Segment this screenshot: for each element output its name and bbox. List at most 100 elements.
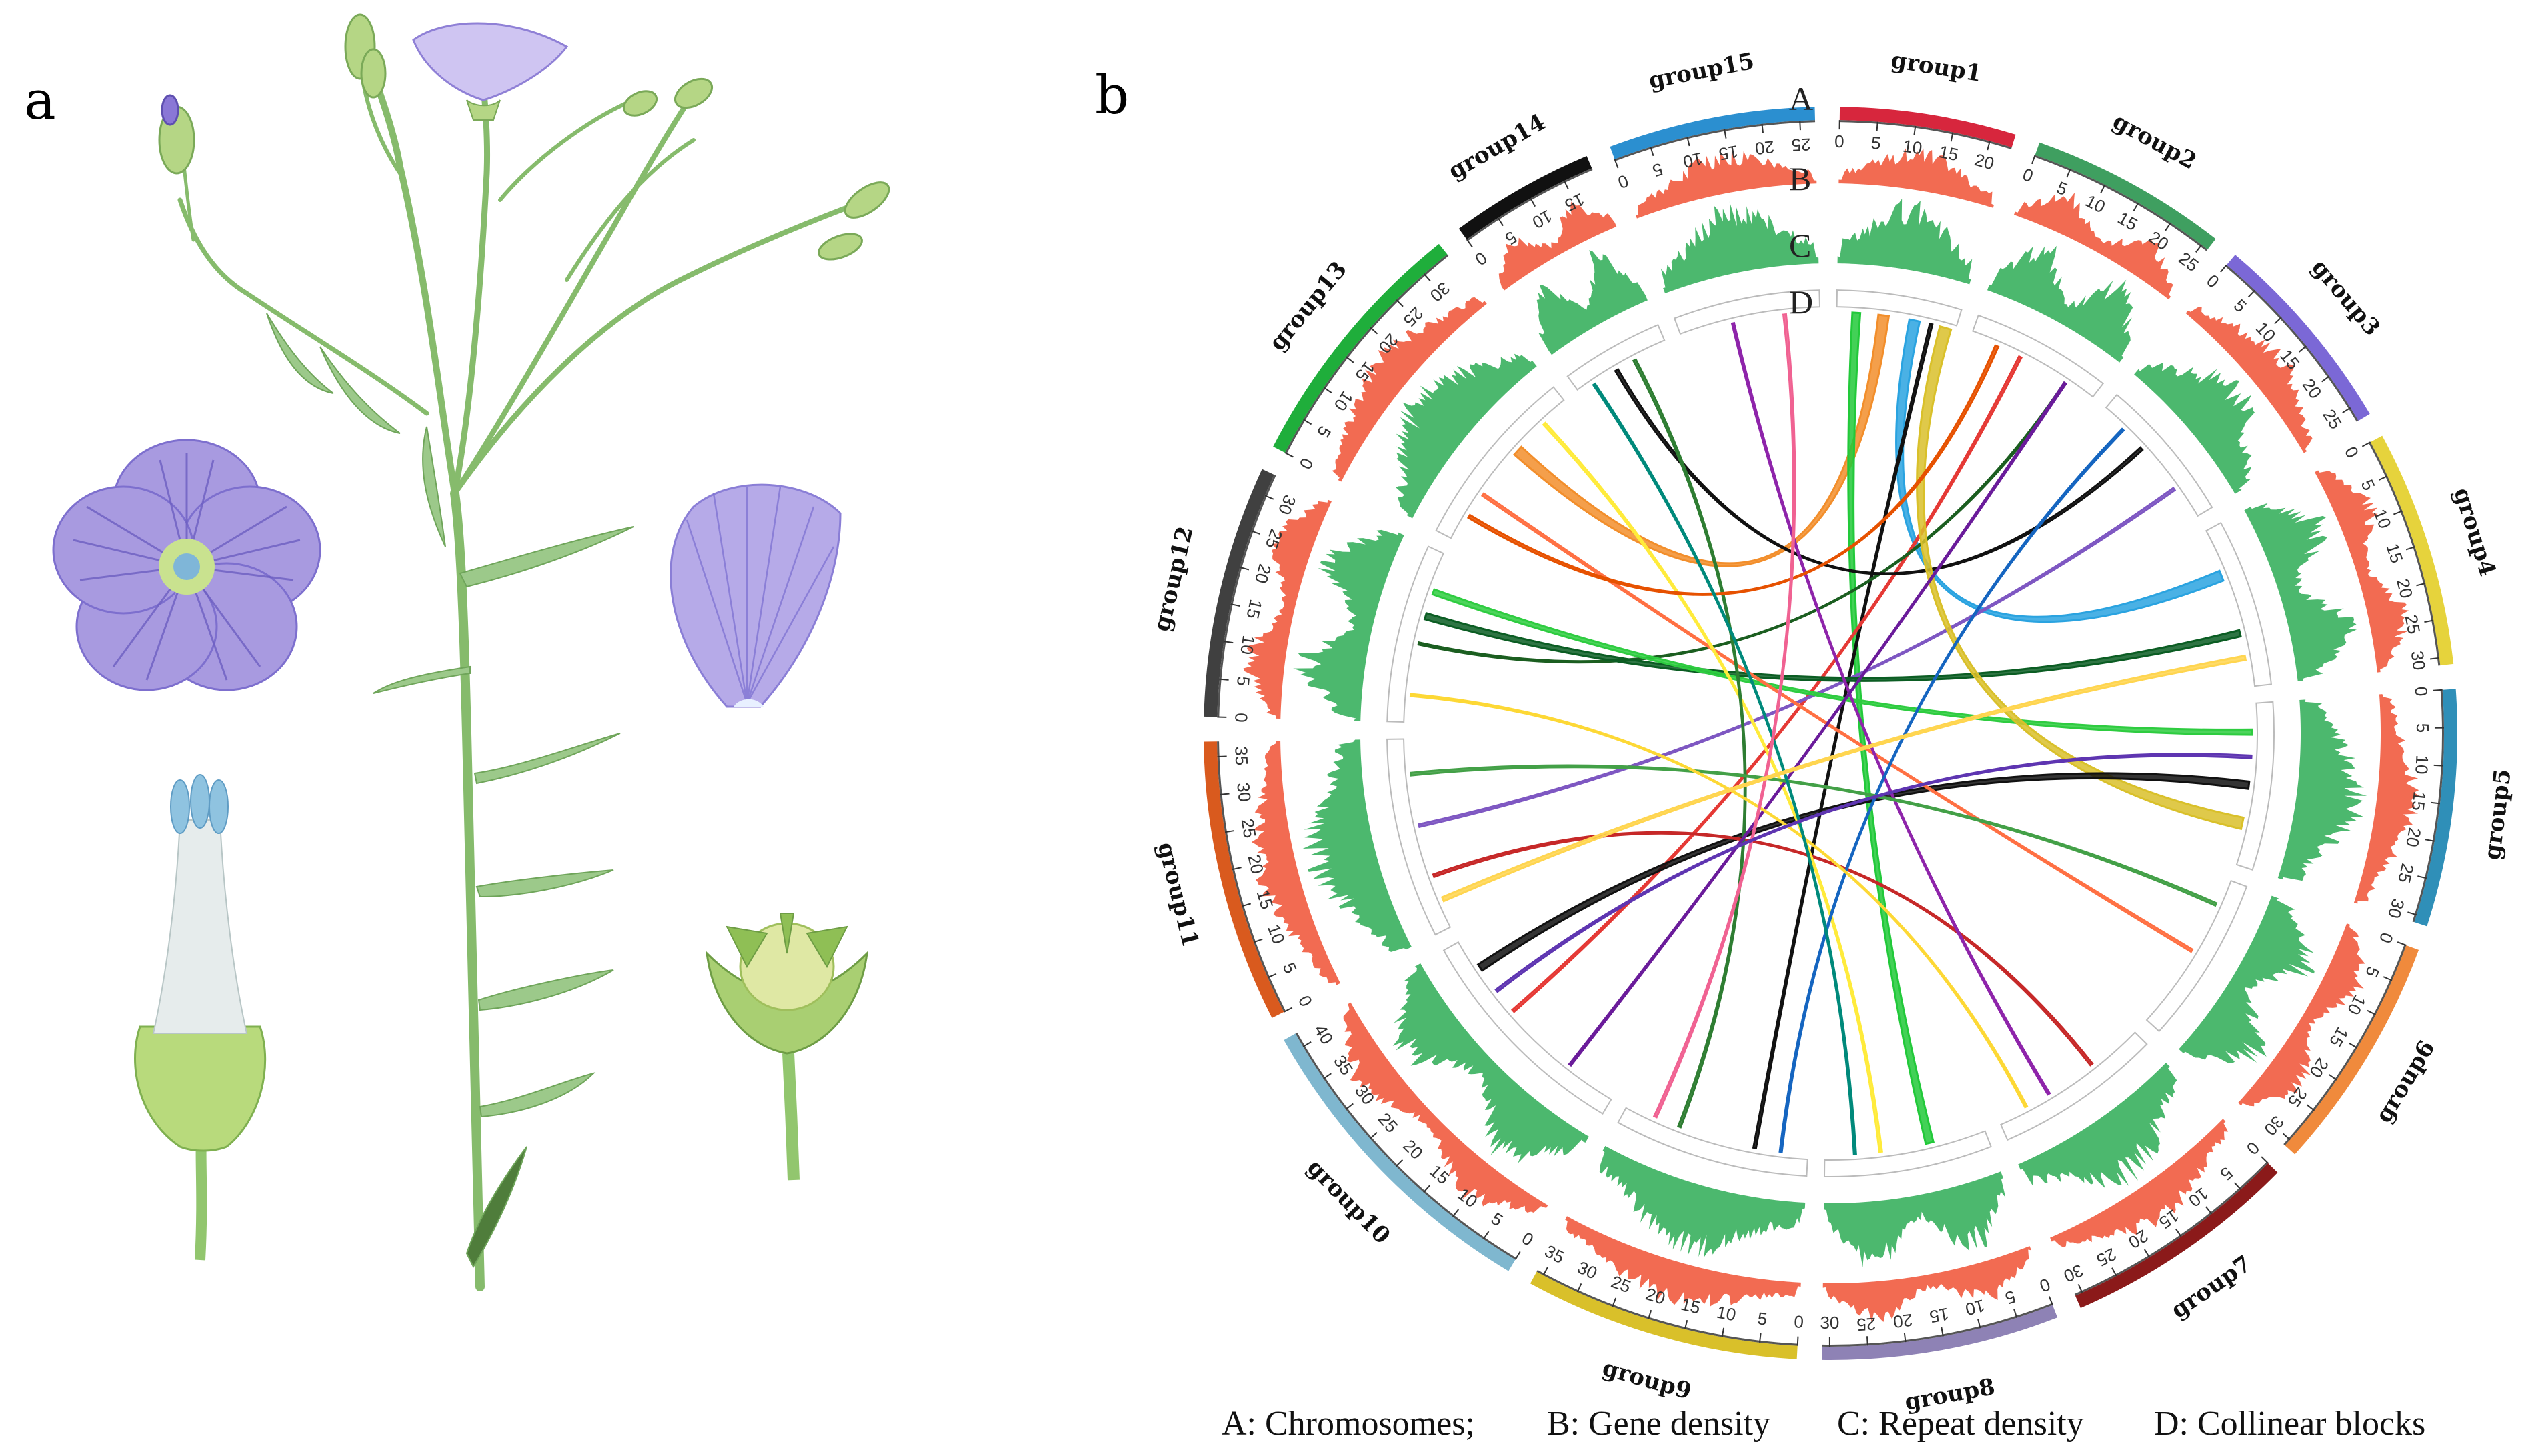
tick-mark [2031,155,2036,165]
tick-mark [2048,1296,2053,1306]
collinear-link-group1-group4 [1895,318,2225,623]
tick-label: 35 [1542,1241,1568,1267]
repeat-density-group2 [1987,245,2133,363]
repeat-density-track [1293,199,2367,1267]
panel-a-photo [52,13,890,1291]
tick-mark [2417,875,2427,879]
gene-density-group12 [1243,499,1332,719]
chromosome-label-group5: group5 [2479,767,2517,861]
collinear-link-group3-group14 [1614,368,2144,575]
collinear-block-group14 [1566,324,1666,391]
collinear-block-group4 [2205,521,2273,687]
tick-mark [1220,793,1230,795]
gene-density-group13 [1332,297,1487,482]
tick-mark [1648,1309,1652,1319]
tick-label: 20 [1399,1135,1427,1163]
tick-mark [2066,168,2071,178]
tick-mark [2383,976,2393,981]
tick-mark [2407,911,2417,916]
chromosome-label-group7: group7 [2166,1251,2256,1324]
tick-label: 0 [1834,131,1844,151]
tick-mark [2233,1182,2241,1190]
chromosome-label-group15: group15 [1646,48,1756,95]
tick-mark [2433,689,2443,691]
tick-label: 25 [2093,1244,2120,1271]
tick-label: 0 [1295,455,1317,473]
flower-top-view [52,439,321,691]
gene-density-group6 [2238,923,2365,1107]
tick-mark [1345,1103,1354,1110]
tick-label: 20 [1251,562,1276,586]
tick-label: 30 [1233,781,1255,803]
tick-label: 25 [2319,405,2346,432]
repeat-density-group14 [1536,250,1648,355]
tick-label: 20 [1754,137,1775,159]
collinear-link-group11-group4 [1440,654,2247,903]
tick-label: 0 [1471,248,1490,270]
collinear-block-group11 [1386,738,1452,936]
tick-label: 0 [2375,930,2397,946]
legend-collinear-blocks: D: Collinear blocks [2154,1405,2425,1443]
collinear-link-group2-group10 [1510,355,2023,1013]
tick-label: 15 [1718,141,1740,165]
chromosome-label-group1: group1 [1889,47,1983,87]
collinear-block-ring [1386,289,2275,1177]
tick-mark [2261,1156,2269,1164]
tick-label: 15 [1426,1161,1454,1189]
tick-mark [1230,603,1240,607]
gene-density-group5 [2353,694,2421,904]
tick-mark [2077,1283,2083,1293]
tick-mark [2405,546,2415,551]
collinear-block-group13 [1435,386,1565,539]
tick-label: 25 [2394,861,2418,885]
tick-mark [1264,495,1274,500]
chromosome-bar-group13 [1273,243,1448,453]
collinear-link-group7-group15 [1730,321,2051,1096]
tick-label: 0 [2037,1274,2053,1296]
tick-mark [1684,1319,1688,1330]
repeat-density-group15 [1660,201,1819,294]
flower-buds [158,13,890,261]
chromosome-label-group11: group11 [1152,839,1204,949]
collinear-link-group15-group9 [1652,313,1796,1119]
tick-label: 10 [2082,191,2108,217]
collinear-link-group1-group9 [1752,322,1934,1149]
panel-a-label: a [24,69,56,131]
tick-mark [1950,132,1954,142]
tick-mark [2397,941,2407,946]
tick-mark [1423,1185,1430,1193]
collinear-block-group7 [1999,1031,2148,1141]
tick-mark [2342,407,2351,413]
tick-mark [2349,1042,2358,1049]
repeat-density-group1 [1837,199,1973,285]
tick-mark [2424,619,2434,623]
tick-mark [2282,1133,2291,1141]
legend-chromosomes: A: Chromosomes; [1222,1405,1475,1443]
gene-density-group9 [1565,1216,1801,1307]
legend-repeat-density: C: Repeat density [1837,1405,2084,1443]
tick-mark [1423,273,1431,281]
tick-mark [1396,299,1404,307]
collinear-link-group9-group14 [1632,358,1747,1129]
chromosome-bar-group3 [2226,255,2370,421]
tick-mark [2111,1267,2117,1277]
tick-label: 10 [1963,1295,1987,1319]
tick-label: 15 [1252,887,1277,911]
collinear-block-group15 [1673,289,1821,335]
repeat-density-group13 [1396,353,1537,519]
tick-label: 5 [2216,1163,2237,1185]
tick-label: 10 [1681,149,1704,173]
tick-mark [2247,289,2255,298]
chromosome-bar-group11 [1204,741,1284,1018]
tick-label: 5 [1313,423,1335,441]
petal [670,483,842,708]
tick-label: 5 [1233,675,1254,687]
gene-density-group8 [1822,1246,2031,1323]
tick-label: 25 [2175,248,2202,275]
ring-letter-d: D [1789,283,1813,321]
tick-label: 25 [2401,613,2425,635]
chromosome-label-group4: group4 [2448,485,2501,579]
tick-label: 20 [1973,149,1997,173]
tick-mark [2433,764,2443,767]
